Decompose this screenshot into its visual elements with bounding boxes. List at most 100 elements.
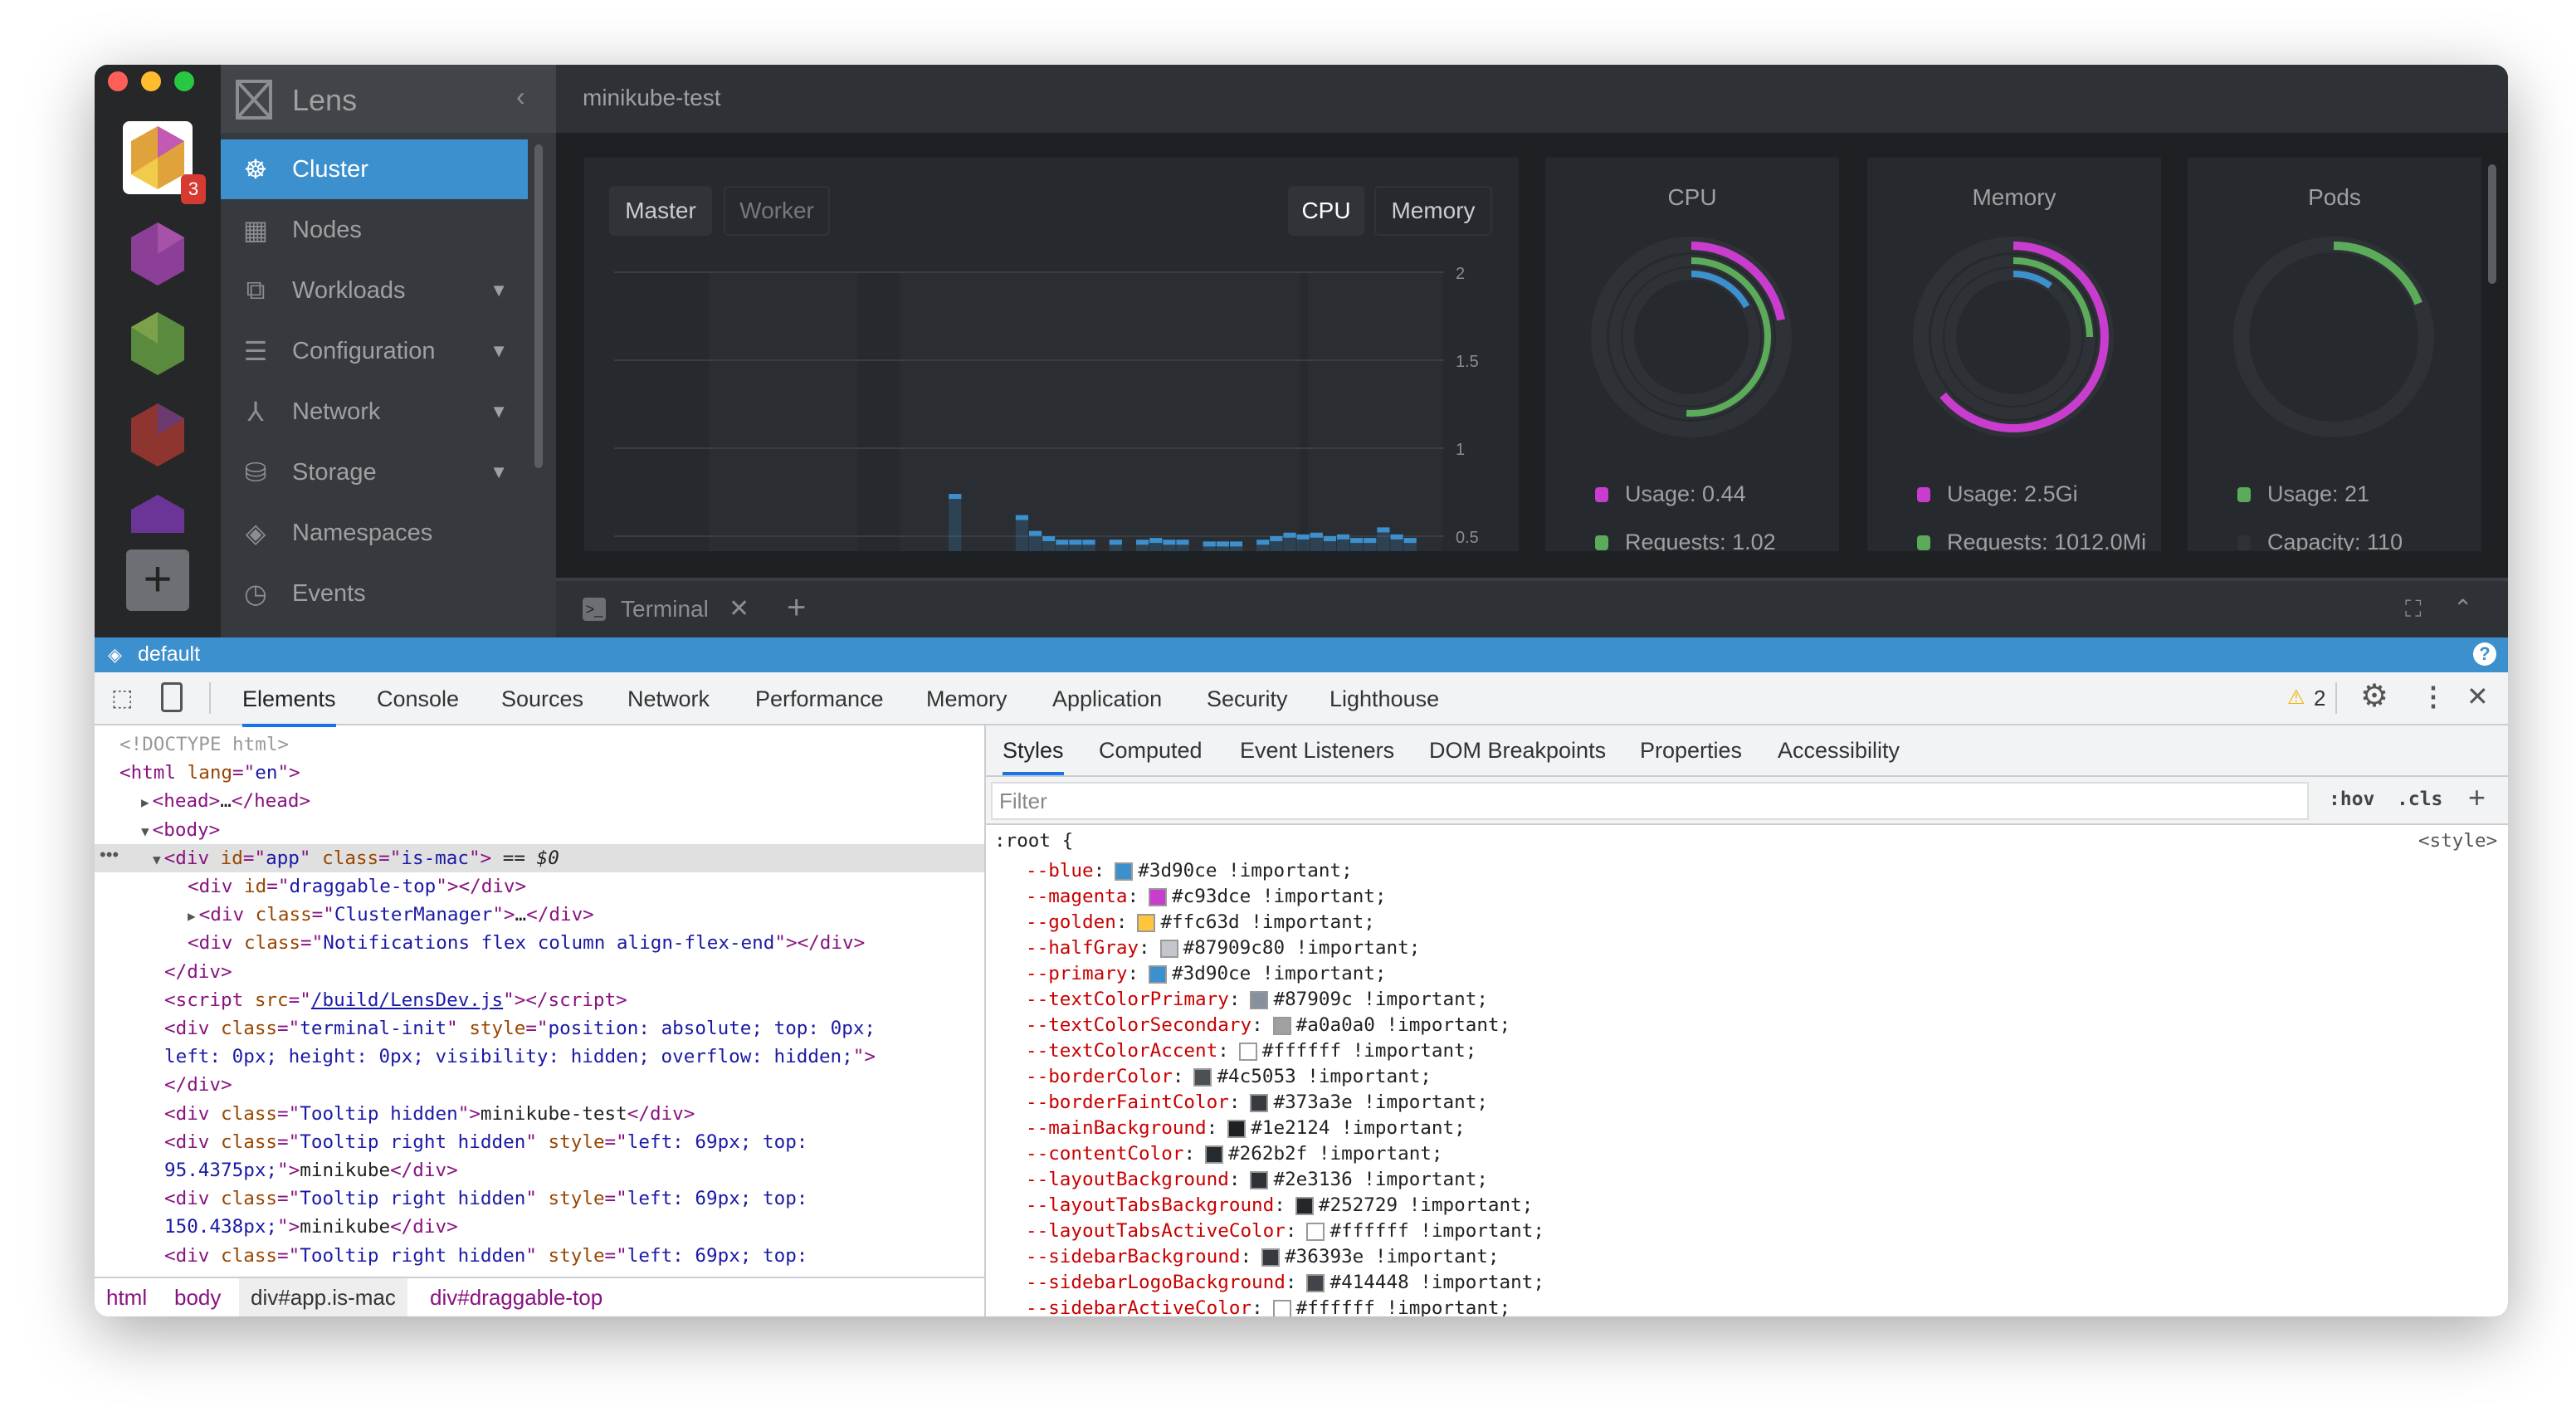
- collapse-sidebar-icon[interactable]: ‹: [516, 81, 525, 111]
- css-property-name[interactable]: --borderColor: [1026, 1066, 1173, 1087]
- cluster-icon-red[interactable]: [123, 398, 193, 468]
- color-swatch[interactable]: [1137, 913, 1156, 932]
- maximize-window-button[interactable]: [174, 71, 194, 91]
- current-namespace[interactable]: default: [138, 642, 201, 666]
- styles-subtab-styles[interactable]: Styles: [1003, 725, 1064, 775]
- close-terminal-tab-icon[interactable]: ✕: [729, 595, 750, 623]
- css-declaration[interactable]: --textColorPrimary: #87909c !important;: [1026, 987, 1488, 1013]
- more-options-icon[interactable]: ⋮: [2420, 681, 2447, 711]
- css-declaration[interactable]: --mainBackground: #1e2124 !important;: [1026, 1116, 1466, 1141]
- sidebar-item-namespaces[interactable]: ◈ Namespaces: [221, 503, 528, 563]
- css-declaration[interactable]: --layoutBackground: #2e3136 !important;: [1026, 1167, 1488, 1193]
- devtools-tab-console[interactable]: Console: [377, 686, 460, 711]
- css-property-value[interactable]: #1e2124 !important;: [1251, 1117, 1466, 1139]
- color-swatch[interactable]: [1149, 887, 1168, 906]
- css-property-name[interactable]: --layoutBackground: [1026, 1169, 1229, 1190]
- color-swatch[interactable]: [1261, 1248, 1281, 1267]
- dom-node-line[interactable]: <script src="/build/LensDev.js"></script…: [164, 986, 627, 1014]
- css-property-name[interactable]: --blue: [1026, 860, 1094, 881]
- color-swatch[interactable]: [1306, 1222, 1325, 1241]
- collapse-triangle-icon[interactable]: ▼: [141, 823, 149, 839]
- device-toolbar-icon[interactable]: [161, 682, 183, 712]
- color-swatch[interactable]: [1238, 1042, 1257, 1061]
- chevron-down-icon[interactable]: ▼: [490, 401, 508, 422]
- styles-subtab-accessibility[interactable]: Accessibility: [1778, 738, 1900, 763]
- warning-icon[interactable]: ⚠: [2287, 686, 2305, 709]
- chevron-up-icon[interactable]: ⌃: [2453, 595, 2473, 621]
- devtools-tab-application[interactable]: Application: [1052, 686, 1163, 711]
- css-declaration[interactable]: --borderColor: #4c5053 !important;: [1026, 1064, 1432, 1090]
- sidebar-item-configuration[interactable]: ☰ Configuration ▼: [221, 321, 528, 381]
- color-swatch[interactable]: [1227, 1119, 1247, 1138]
- css-property-value[interactable]: #ffffff !important;: [1261, 1040, 1477, 1062]
- css-property-value[interactable]: #373a3e !important;: [1273, 1091, 1488, 1113]
- help-icon[interactable]: ?: [2473, 642, 2496, 666]
- css-declaration[interactable]: --halfGray: #87909c80 !important;: [1026, 935, 1420, 961]
- devtools-tab-memory[interactable]: Memory: [926, 686, 1007, 711]
- color-swatch[interactable]: [1115, 862, 1134, 881]
- css-property-value[interactable]: #2e3136 !important;: [1273, 1169, 1488, 1190]
- expand-triangle-icon[interactable]: ▶: [188, 908, 196, 925]
- terminal-tab[interactable]: Terminal: [621, 596, 709, 622]
- warning-count[interactable]: 2: [2314, 686, 2326, 711]
- close-devtools-icon[interactable]: ✕: [2466, 681, 2489, 711]
- css-property-name[interactable]: --sidebarBackground: [1026, 1246, 1241, 1267]
- css-property-value[interactable]: #a0a0a0 !important;: [1295, 1014, 1511, 1036]
- styles-filter-input[interactable]: Filter: [991, 782, 2309, 820]
- css-property-name[interactable]: --layoutTabsActiveColor: [1026, 1220, 1286, 1242]
- color-swatch[interactable]: [1193, 1067, 1212, 1087]
- css-declaration[interactable]: --magenta: #c93dce !important;: [1026, 884, 1387, 910]
- css-declaration[interactable]: --golden: #ffc63d !important;: [1026, 910, 1375, 935]
- styles-subtab-event-listeners[interactable]: Event Listeners: [1240, 738, 1395, 763]
- sidebar-scrollbar[interactable]: [534, 144, 543, 468]
- sidebar-item-nodes[interactable]: ▦ Nodes: [221, 200, 528, 260]
- memory-metric-button[interactable]: Memory: [1374, 186, 1492, 236]
- cluster-icon-purple[interactable]: [123, 217, 193, 287]
- dom-node-line[interactable]: 150.438px;">minikube</div>: [164, 1213, 458, 1241]
- styles-subtab-dom-breakpoints[interactable]: DOM Breakpoints: [1429, 738, 1607, 763]
- settings-gear-icon[interactable]: ⚙: [2360, 679, 2389, 714]
- devtools-tab-sources[interactable]: Sources: [501, 686, 584, 711]
- css-declaration[interactable]: --contentColor: #262b2f !important;: [1026, 1141, 1443, 1167]
- color-swatch[interactable]: [1149, 965, 1168, 984]
- css-property-name[interactable]: --magenta: [1026, 886, 1128, 907]
- collapse-triangle-icon[interactable]: ▼: [153, 851, 161, 867]
- styles-subtab-properties[interactable]: Properties: [1640, 738, 1743, 763]
- css-property-value[interactable]: #ffc63d !important;: [1160, 911, 1375, 933]
- dom-node-line[interactable]: ▶ <div class="ClusterManager">…</div>: [188, 901, 594, 929]
- add-cluster-button[interactable]: +: [126, 549, 189, 611]
- dom-node-line[interactable]: ▶ <head>…</head>: [141, 787, 310, 815]
- styles-subtab-computed[interactable]: Computed: [1099, 738, 1203, 763]
- css-property-name[interactable]: --halfGray: [1026, 937, 1139, 959]
- color-swatch[interactable]: [1272, 1299, 1291, 1316]
- css-property-value[interactable]: #ffffff !important;: [1295, 1297, 1511, 1316]
- devtools-tab-security[interactable]: Security: [1207, 686, 1288, 711]
- sidebar-item-events[interactable]: ◷ Events: [221, 564, 528, 623]
- sidebar-item-network[interactable]: ⅄ Network ▼: [221, 382, 528, 442]
- cluster-icon-green[interactable]: [123, 307, 193, 377]
- dom-node-line[interactable]: left: 0px; height: 0px; visibility: hidd…: [164, 1043, 876, 1071]
- css-property-value[interactable]: #414448 !important;: [1329, 1272, 1544, 1293]
- css-declaration[interactable]: --sidebarLogoBackground: #414448 !importa…: [1026, 1270, 1544, 1296]
- dom-node-line[interactable]: <html lang="en">: [120, 759, 300, 787]
- sidebar-item-cluster[interactable]: ☸ Cluster: [221, 139, 528, 199]
- css-property-name[interactable]: --golden: [1026, 911, 1116, 933]
- sidebar-item-storage[interactable]: ⛁ Storage ▼: [221, 442, 528, 502]
- css-property-name[interactable]: --sidebarLogoBackground: [1026, 1272, 1286, 1293]
- devtools-tab-elements[interactable]: Elements: [242, 672, 336, 727]
- dom-node-line[interactable]: </div>: [164, 958, 232, 986]
- color-swatch[interactable]: [1272, 1016, 1291, 1035]
- dom-node-line[interactable]: <div class="Tooltip right hidden" style=…: [164, 1128, 807, 1156]
- css-property-name[interactable]: --borderFaintColor: [1026, 1091, 1229, 1113]
- color-swatch[interactable]: [1295, 1196, 1314, 1215]
- css-property-value[interactable]: #c93dce !important;: [1172, 886, 1387, 907]
- cpu-metric-button[interactable]: CPU: [1288, 186, 1364, 236]
- dom-node-line[interactable]: <div class="Notifications flex column al…: [188, 929, 865, 957]
- new-terminal-tab-icon[interactable]: +: [787, 589, 807, 626]
- inspect-element-icon[interactable]: ⬚: [111, 685, 134, 711]
- new-style-rule-icon[interactable]: +: [2468, 780, 2486, 814]
- breadcrumb-item[interactable]: div#app.is-mac: [239, 1278, 407, 1316]
- chevron-down-icon[interactable]: ▼: [490, 280, 508, 300]
- cluster-icon-minikube-test[interactable]: [123, 121, 193, 194]
- css-property-value[interactable]: #4c5053 !important;: [1217, 1066, 1432, 1087]
